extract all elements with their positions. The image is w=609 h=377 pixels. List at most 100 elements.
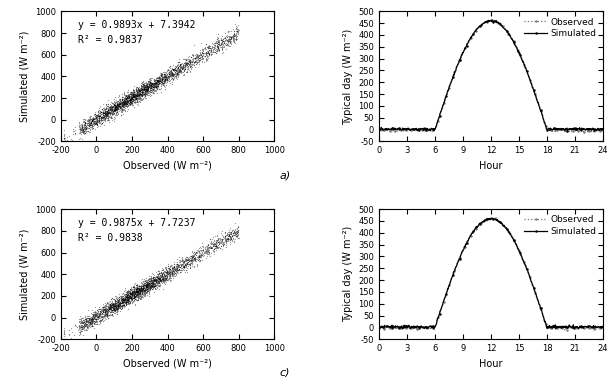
Point [174,59,183,65]
Point [93,313,103,319]
Point [132,282,141,288]
Point [194,254,204,260]
Point [183,58,193,64]
Point [168,71,178,77]
Point [69,130,79,136]
Point [146,273,156,279]
Point [204,244,214,250]
Point [94,320,104,326]
Point [100,112,110,118]
Point [87,317,97,323]
Point [91,112,100,118]
Point [229,33,239,39]
Point [122,93,132,100]
Point [188,52,197,58]
Point [96,108,105,114]
Point [138,89,148,95]
Point [185,69,194,75]
Point [126,294,136,300]
Point [94,306,104,312]
Point [132,285,141,291]
Point [149,77,159,83]
Point [70,130,80,136]
Point [127,99,136,105]
Point [124,106,133,112]
Point [227,36,236,42]
Point [66,334,76,340]
Point [166,267,175,273]
Point [200,250,210,256]
Point [167,71,177,77]
Point [181,69,191,75]
Point [86,317,96,323]
Point [99,309,109,315]
Point [161,276,171,282]
Point [141,82,151,88]
Point [127,288,137,294]
Point [121,100,130,106]
Point [138,288,148,294]
Point [79,128,88,134]
Point [84,121,94,127]
Point [92,121,102,127]
Point [113,297,123,303]
Point [222,236,232,242]
Point [160,71,170,77]
Point [133,98,143,104]
Point [132,90,142,97]
Point [102,108,111,114]
Point [136,92,146,98]
Point [122,100,132,106]
Point [168,67,178,73]
Point [160,75,170,81]
Point [143,283,153,289]
Point [206,46,216,52]
Point [149,284,158,290]
Point [233,228,243,234]
Point [121,291,131,297]
Point [100,110,110,116]
Point [135,93,144,99]
Point [122,298,132,304]
Point [103,303,113,309]
Point [76,323,86,329]
Point [178,264,188,270]
Point [102,111,111,117]
Point [130,93,139,99]
Point [94,115,104,121]
Point [194,256,204,262]
Point [136,83,146,89]
Point [188,53,198,59]
Point [230,40,239,46]
Point [155,80,164,86]
Point [89,121,99,127]
Point [102,311,111,317]
Point [145,78,155,84]
Point [157,277,166,283]
Point [88,125,98,131]
Point [154,270,164,276]
Point [193,55,203,61]
Point [146,282,156,288]
Point [118,298,127,304]
Point [130,93,139,100]
Point [144,282,154,288]
Point [195,52,205,58]
Point [85,129,94,135]
Point [127,96,136,102]
Point [92,118,102,124]
Point [87,122,97,128]
Text: y = 0.9893x + 7.3942: y = 0.9893x + 7.3942 [78,20,195,31]
Point [83,319,93,325]
Point [136,285,146,291]
Point [196,56,206,62]
Point [149,282,158,288]
Point [204,250,214,256]
Point [99,112,108,118]
Point [103,101,113,107]
Point [109,102,119,108]
Point [133,96,143,102]
Point [122,101,132,107]
Point [125,300,135,306]
Point [125,289,135,295]
